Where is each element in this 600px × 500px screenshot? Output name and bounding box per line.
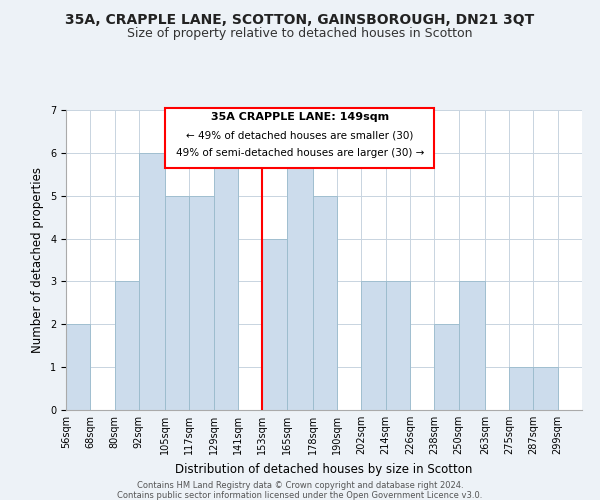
- Bar: [361, 282, 386, 410]
- Bar: [287, 153, 313, 410]
- Bar: [139, 153, 165, 410]
- Text: 49% of semi-detached houses are larger (30) →: 49% of semi-detached houses are larger (…: [176, 148, 424, 158]
- Text: Contains HM Land Registry data © Crown copyright and database right 2024.: Contains HM Land Registry data © Crown c…: [137, 481, 463, 490]
- Bar: [262, 238, 287, 410]
- Bar: [115, 282, 139, 410]
- Bar: [434, 324, 458, 410]
- Bar: [509, 367, 533, 410]
- Text: 35A CRAPPLE LANE: 149sqm: 35A CRAPPLE LANE: 149sqm: [211, 112, 389, 122]
- Bar: [190, 196, 214, 410]
- Y-axis label: Number of detached properties: Number of detached properties: [31, 167, 44, 353]
- Bar: [386, 282, 410, 410]
- Bar: [458, 282, 485, 410]
- Text: Contains public sector information licensed under the Open Government Licence v3: Contains public sector information licen…: [118, 491, 482, 500]
- Text: Size of property relative to detached houses in Scotton: Size of property relative to detached ho…: [127, 28, 473, 40]
- X-axis label: Distribution of detached houses by size in Scotton: Distribution of detached houses by size …: [175, 462, 473, 475]
- Bar: [66, 324, 90, 410]
- Bar: [533, 367, 558, 410]
- Text: 35A, CRAPPLE LANE, SCOTTON, GAINSBOROUGH, DN21 3QT: 35A, CRAPPLE LANE, SCOTTON, GAINSBOROUGH…: [65, 12, 535, 26]
- Bar: [165, 196, 190, 410]
- Text: ← 49% of detached houses are smaller (30): ← 49% of detached houses are smaller (30…: [186, 131, 413, 141]
- Bar: [313, 196, 337, 410]
- Bar: [214, 153, 238, 410]
